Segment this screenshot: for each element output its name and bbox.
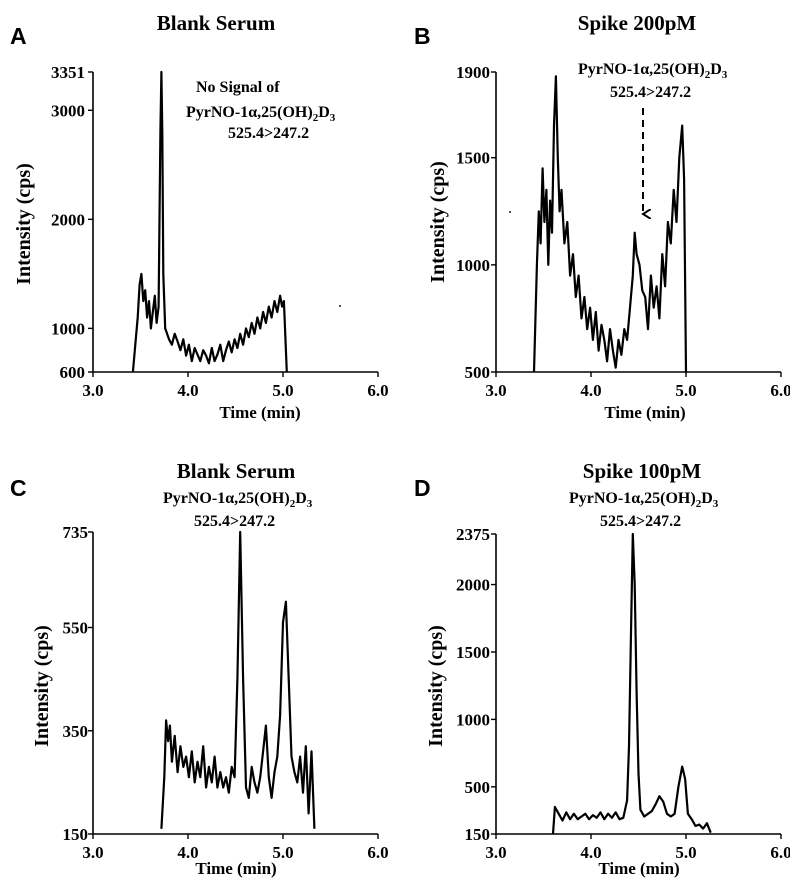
chart-title: Blank Serum	[157, 11, 276, 35]
annotation-line-2: PyrNO-1α,25(OH)2D3	[186, 104, 336, 124]
x-tick-label: 4.0	[580, 843, 601, 862]
annotation-transition: 525.4>247.2	[194, 513, 275, 530]
annotation-compound: PyrNO-1α,25(OH)	[163, 490, 290, 507]
panel-label: A	[10, 23, 27, 49]
annotation: PyrNO-1α,25(OH)2D3 525.4>247.2	[163, 490, 313, 530]
chart-title: Spike 100pM	[583, 459, 702, 483]
panel-d: D Spike 100pM Intensity (cps) Time (min)…	[414, 459, 790, 878]
panel-b: B Spike 200pM Intensity (cps) Time (min)…	[414, 11, 790, 422]
annotation-line-1: No Signal of	[196, 79, 280, 96]
y-tick-label: 1000	[456, 710, 490, 729]
y-tick-label: 3351	[51, 63, 85, 82]
y-tick-label: 500	[465, 778, 491, 797]
chromatogram-line	[131, 70, 288, 373]
panel-label: B	[414, 23, 431, 49]
annotation: No Signal of PyrNO-1α,25(OH)2D3 525.4>24…	[186, 79, 336, 142]
x-tick-label: 5.0	[675, 381, 696, 400]
x-tick-label: 5.0	[272, 381, 293, 400]
annotation-suffix: D	[710, 61, 722, 78]
annotation-transition: 525.4>247.2	[228, 125, 309, 142]
x-tick-label: 4.0	[177, 843, 198, 862]
x-tick-label: 3.0	[82, 843, 103, 862]
annotation-subscript-2: 3	[307, 498, 313, 510]
chromatogram-line	[532, 75, 688, 373]
y-axis-label: Intensity (cps)	[425, 625, 447, 747]
y-tick-label: 2375	[456, 525, 490, 544]
chromatogram-line	[551, 532, 712, 835]
y-tick-label: 150	[63, 825, 89, 844]
y-tick-label: 1000	[51, 319, 85, 338]
x-tick-label: 6.0	[770, 381, 790, 400]
annotation-compound: PyrNO-1α,25(OH)	[578, 61, 705, 78]
annotation: PyrNO-1α,25(OH)2D3 525.4>247.2	[578, 61, 728, 101]
y-axis-label: Intensity (cps)	[31, 625, 53, 747]
annotation-subscript-1: 2	[696, 498, 702, 510]
x-tick-label: 5.0	[675, 843, 696, 862]
annotation-subscript-2: 3	[713, 498, 719, 510]
annotation-suffix: D	[295, 490, 307, 507]
x-tick-label: 3.0	[485, 843, 506, 862]
annotation-subscript-2: 3	[722, 69, 728, 81]
annotation: PyrNO-1α,25(OH)2D3 525.4>247.2	[569, 490, 719, 530]
y-tick-label: 2000	[456, 576, 490, 595]
y-tick-label: 600	[60, 363, 86, 382]
y-tick-label: 1500	[456, 149, 490, 168]
x-tick-label: 4.0	[580, 381, 601, 400]
y-tick-label: 2000	[51, 210, 85, 229]
annotation-transition: 525.4>247.2	[600, 513, 681, 530]
annotation-line-1: PyrNO-1α,25(OH)2D3	[569, 490, 719, 510]
x-axis-label: Time (min)	[604, 403, 685, 422]
x-axis-label: Time (min)	[219, 403, 300, 422]
annotation-subscript-2: 3	[330, 112, 336, 124]
x-axis-label: Time (min)	[598, 859, 679, 878]
x-tick-label: 6.0	[367, 381, 388, 400]
stray-mark	[339, 305, 341, 307]
annotation-line-1: PyrNO-1α,25(OH)2D3	[578, 61, 728, 81]
x-tick-label: 6.0	[770, 843, 790, 862]
x-tick-label: 3.0	[485, 381, 506, 400]
x-tick-label: 4.0	[177, 381, 198, 400]
y-tick-label: 350	[63, 722, 89, 741]
annotation-suffix: D	[318, 104, 330, 121]
y-tick-label: 150	[465, 825, 491, 844]
y-tick-label: 1900	[456, 63, 490, 82]
y-axis-label: Intensity (cps)	[13, 163, 35, 285]
y-tick-label: 500	[465, 363, 491, 382]
y-axis-label: Intensity (cps)	[427, 161, 449, 283]
annotation-subscript-1: 2	[705, 69, 711, 81]
panel-c: C Blank Serum Intensity (cps) Time (min)…	[10, 459, 389, 878]
x-axis-label: Time (min)	[195, 859, 276, 878]
annotation-compound: PyrNO-1α,25(OH)	[186, 104, 313, 121]
panel-label: D	[414, 475, 431, 501]
x-tick-label: 5.0	[272, 843, 293, 862]
panel-a: A Blank Serum Intensity (cps) Time (min)…	[10, 11, 389, 422]
annotation-transition: 525.4>247.2	[610, 84, 691, 101]
y-tick-label: 1000	[456, 256, 490, 275]
annotation-subscript-1: 2	[313, 112, 319, 124]
x-tick-label: 6.0	[367, 843, 388, 862]
y-tick-label: 550	[63, 619, 89, 638]
panel-label: C	[10, 475, 27, 501]
annotation-subscript-1: 2	[290, 498, 296, 510]
x-tick-label: 3.0	[82, 381, 103, 400]
chart-title: Blank Serum	[177, 459, 296, 483]
annotation-suffix: D	[701, 490, 713, 507]
y-tick-label: 1500	[456, 643, 490, 662]
annotation-compound: PyrNO-1α,25(OH)	[569, 490, 696, 507]
stray-mark	[509, 211, 511, 213]
annotation-line-1: PyrNO-1α,25(OH)2D3	[163, 490, 313, 510]
chart-title: Spike 200pM	[578, 11, 697, 35]
y-tick-label: 3000	[51, 101, 85, 120]
y-tick-label: 735	[63, 523, 89, 542]
chromatogram-line	[160, 530, 316, 829]
